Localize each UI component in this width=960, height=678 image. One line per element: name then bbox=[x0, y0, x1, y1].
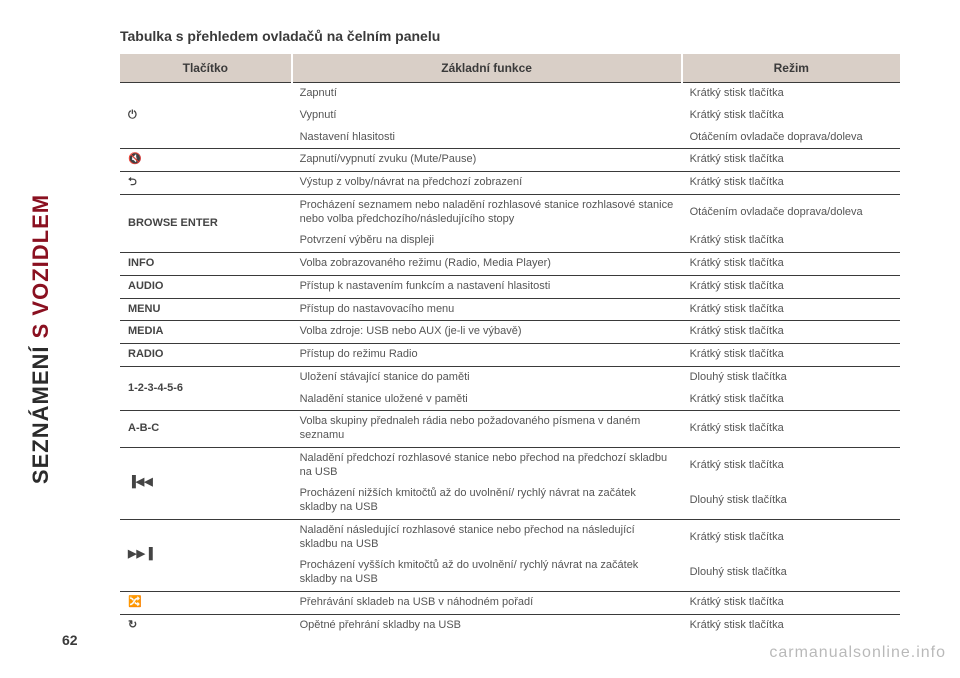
table-row: ▐◀◀Naladění předchozí rozhlasové stanice… bbox=[120, 447, 900, 483]
controls-table: Tlačítko Základní funkce Režim ⏻ZapnutíK… bbox=[120, 54, 900, 636]
table-header-row: Tlačítko Základní funkce Režim bbox=[120, 54, 900, 83]
table-row: ⏻ZapnutíKrátký stisk tlačítka bbox=[120, 83, 900, 105]
cell-mode: Krátký stisk tlačítka bbox=[682, 591, 900, 614]
cell-function: Přístup do režimu Radio bbox=[292, 344, 682, 367]
cell-function: Naladění předchozí rozhlasové stanice ne… bbox=[292, 447, 682, 483]
cell-function: Vypnutí bbox=[292, 105, 682, 127]
cell-mode: Krátký stisk tlačítka bbox=[682, 614, 900, 636]
cell-mode: Otáčením ovladače doprava/doleva bbox=[682, 127, 900, 149]
cell-mode: Otáčením ovladače doprava/doleva bbox=[682, 194, 900, 230]
table-row: 1-2-3-4-5-6Uložení stávající stanice do … bbox=[120, 366, 900, 388]
cell-mode: Krátký stisk tlačítka bbox=[682, 105, 900, 127]
cell-mode: Krátký stisk tlačítka bbox=[682, 519, 900, 555]
col-header-function: Základní funkce bbox=[292, 54, 682, 83]
cell-button: ↻ bbox=[120, 614, 292, 636]
cell-button: AUDIO bbox=[120, 275, 292, 298]
cell-function: Procházení nižších kmitočtů až do uvolně… bbox=[292, 483, 682, 519]
cell-button: INFO bbox=[120, 253, 292, 276]
cell-function: Volba skupiny přednaleh rádia nebo požad… bbox=[292, 411, 682, 448]
cell-function: Přístup k nastavením funkcím a nastavení… bbox=[292, 275, 682, 298]
cell-mode: Krátký stisk tlačítka bbox=[682, 83, 900, 105]
page-number: 62 bbox=[62, 632, 78, 648]
cell-function: Zapnutí bbox=[292, 83, 682, 105]
table-row: BROWSE ENTERProcházení seznamem nebo nal… bbox=[120, 194, 900, 230]
cell-button: ▶▶▐ bbox=[120, 519, 292, 591]
cell-mode: Krátký stisk tlačítka bbox=[682, 298, 900, 321]
cell-mode: Dlouhý stisk tlačítka bbox=[682, 366, 900, 388]
table-row: MEDIAVolba zdroje: USB nebo AUX (je-li v… bbox=[120, 321, 900, 344]
cell-button: 🔇 bbox=[120, 149, 292, 172]
table-row: ⮌Výstup z volby/návrat na předchozí zobr… bbox=[120, 172, 900, 195]
sidebar-text-dark: SEZNÁMENÍ bbox=[28, 338, 53, 484]
cell-function: Potvrzení výběru na displeji bbox=[292, 230, 682, 252]
cell-mode: Krátký stisk tlačítka bbox=[682, 344, 900, 367]
cell-function: Naladění následující rozhlasové stanice … bbox=[292, 519, 682, 555]
sidebar-text-accent: S VOZIDLEM bbox=[28, 194, 53, 338]
cell-mode: Krátký stisk tlačítka bbox=[682, 389, 900, 411]
table-row: ↻Opětné přehrání skladby na USBKrátký st… bbox=[120, 614, 900, 636]
table-row: 🔀Přehrávání skladeb na USB v náhodném po… bbox=[120, 591, 900, 614]
cell-function: Uložení stávající stanice do paměti bbox=[292, 366, 682, 388]
cell-mode: Dlouhý stisk tlačítka bbox=[682, 483, 900, 519]
table-row: ▶▶▐Naladění následující rozhlasové stani… bbox=[120, 519, 900, 555]
cell-mode: Krátký stisk tlačítka bbox=[682, 447, 900, 483]
sidebar-section-label: SEZNÁMENÍ S VOZIDLEM bbox=[28, 194, 54, 484]
cell-function: Přístup do nastavovacího menu bbox=[292, 298, 682, 321]
table-row: 🔇Zapnutí/vypnutí zvuku (Mute/Pause)Krátk… bbox=[120, 149, 900, 172]
cell-mode: Krátký stisk tlačítka bbox=[682, 149, 900, 172]
cell-mode: Dlouhý stisk tlačítka bbox=[682, 555, 900, 591]
cell-function: Nastavení hlasitosti bbox=[292, 127, 682, 149]
table-row: MENUPřístup do nastavovacího menuKrátký … bbox=[120, 298, 900, 321]
cell-button: MEDIA bbox=[120, 321, 292, 344]
cell-function: Opětné přehrání skladby na USB bbox=[292, 614, 682, 636]
cell-button: 🔀 bbox=[120, 591, 292, 614]
table-row: RADIOPřístup do režimu RadioKrátký stisk… bbox=[120, 344, 900, 367]
cell-function: Volba zdroje: USB nebo AUX (je-li ve výb… bbox=[292, 321, 682, 344]
cell-button: A-B-C bbox=[120, 411, 292, 448]
cell-button: BROWSE ENTER bbox=[120, 194, 292, 252]
cell-function: Zapnutí/vypnutí zvuku (Mute/Pause) bbox=[292, 149, 682, 172]
table-row: A-B-CVolba skupiny přednaleh rádia nebo … bbox=[120, 411, 900, 448]
cell-mode: Krátký stisk tlačítka bbox=[682, 321, 900, 344]
col-header-mode: Režim bbox=[682, 54, 900, 83]
cell-mode: Krátký stisk tlačítka bbox=[682, 411, 900, 448]
table-title: Tabulka s přehledem ovladačů na čelním p… bbox=[120, 28, 900, 44]
cell-mode: Krátký stisk tlačítka bbox=[682, 230, 900, 252]
cell-function: Naladění stanice uložené v paměti bbox=[292, 389, 682, 411]
cell-function: Procházení seznamem nebo naladění rozhla… bbox=[292, 194, 682, 230]
cell-function: Procházení vyšších kmitočtů až do uvolně… bbox=[292, 555, 682, 591]
cell-button: RADIO bbox=[120, 344, 292, 367]
main-content: Tabulka s přehledem ovladačů na čelním p… bbox=[120, 28, 900, 618]
cell-button: ⏻ bbox=[120, 83, 292, 149]
cell-mode: Krátký stisk tlačítka bbox=[682, 253, 900, 276]
cell-function: Výstup z volby/návrat na předchozí zobra… bbox=[292, 172, 682, 195]
col-header-button: Tlačítko bbox=[120, 54, 292, 83]
cell-button: 1-2-3-4-5-6 bbox=[120, 366, 292, 411]
cell-button: MENU bbox=[120, 298, 292, 321]
table-row: AUDIOPřístup k nastavením funkcím a nast… bbox=[120, 275, 900, 298]
cell-mode: Krátký stisk tlačítka bbox=[682, 172, 900, 195]
cell-button: ⮌ bbox=[120, 172, 292, 195]
table-row: INFOVolba zobrazovaného režimu (Radio, M… bbox=[120, 253, 900, 276]
cell-mode: Krátký stisk tlačítka bbox=[682, 275, 900, 298]
watermark: carmanualsonline.info bbox=[769, 644, 946, 662]
cell-function: Přehrávání skladeb na USB v náhodném poř… bbox=[292, 591, 682, 614]
cell-function: Volba zobrazovaného režimu (Radio, Media… bbox=[292, 253, 682, 276]
cell-button: ▐◀◀ bbox=[120, 447, 292, 519]
